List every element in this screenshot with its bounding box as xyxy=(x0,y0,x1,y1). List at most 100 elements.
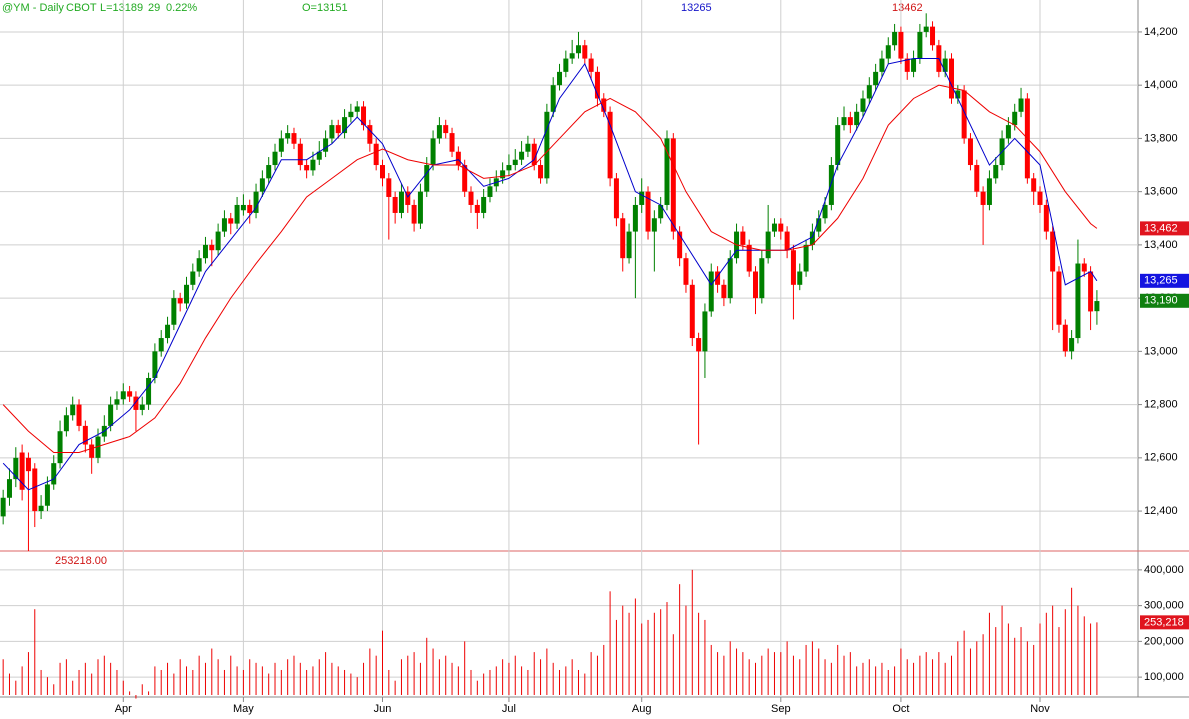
x-tick-label: Jul xyxy=(502,703,516,715)
candle-body xyxy=(1081,263,1087,272)
candle-body xyxy=(860,98,866,112)
candle-body xyxy=(683,258,689,285)
candle-body xyxy=(190,271,196,285)
candle-body xyxy=(202,244,208,259)
candle-body xyxy=(930,26,936,46)
candle-body xyxy=(809,231,815,245)
candle-body xyxy=(696,338,702,352)
candle-body xyxy=(89,444,95,458)
candle-body xyxy=(228,218,234,224)
x-tick-label: Jun xyxy=(374,703,392,715)
candle-body xyxy=(127,391,133,397)
candle-body xyxy=(563,58,569,72)
candle-body xyxy=(165,324,171,339)
candle-body xyxy=(986,178,992,205)
y-tick-label: 13,600 xyxy=(1144,186,1178,198)
candle-body xyxy=(790,250,796,285)
header: @YM - Daily CBOT L=13189 29 0.22% O=1315… xyxy=(2,2,923,14)
candle-body xyxy=(771,223,777,232)
candle-body xyxy=(873,71,879,86)
candle-body xyxy=(588,58,594,72)
candle-body xyxy=(892,31,898,46)
price-marker-label: 13,190 xyxy=(1144,295,1178,307)
candle-body xyxy=(70,404,76,416)
candle-body xyxy=(449,133,455,152)
candle-body xyxy=(354,106,360,112)
y-tick-label: 13,800 xyxy=(1144,132,1178,144)
candle-body xyxy=(803,244,809,272)
symbol: @YM - Daily xyxy=(2,2,64,14)
candle-body xyxy=(620,218,626,259)
candle-body xyxy=(430,138,436,166)
candle-body xyxy=(879,58,885,72)
candle-body xyxy=(398,191,404,213)
candle-body xyxy=(1062,324,1068,352)
candle-body xyxy=(468,191,474,205)
y-tick-label: 14,000 xyxy=(1144,79,1178,91)
candle-body xyxy=(291,133,297,144)
candle-body xyxy=(1005,125,1011,139)
candle-body xyxy=(184,284,190,304)
candle-body xyxy=(753,271,759,299)
candle-body xyxy=(835,125,841,166)
candle-body xyxy=(557,71,563,86)
candle-body xyxy=(1075,263,1081,339)
y-tick-label: 12,600 xyxy=(1144,452,1178,464)
candle-body xyxy=(57,431,63,464)
price-marker xyxy=(1140,293,1189,308)
candle-body xyxy=(721,284,727,299)
candle-body xyxy=(961,90,967,139)
candle-body xyxy=(392,196,398,213)
candle-body xyxy=(108,404,114,426)
candle-body xyxy=(348,111,354,118)
ma-fast-value: 13265 xyxy=(681,2,712,14)
candle-body xyxy=(120,391,126,400)
candle-body xyxy=(993,165,999,179)
candle-body xyxy=(424,165,430,192)
candle-body xyxy=(531,143,537,166)
candle-body xyxy=(847,117,853,126)
candle-body xyxy=(51,463,57,485)
candle-body xyxy=(538,165,544,179)
candle-body xyxy=(778,223,784,232)
candle-body xyxy=(443,125,449,134)
candle-body xyxy=(1031,178,1037,192)
candle-body xyxy=(6,479,12,498)
candle-body xyxy=(133,396,139,410)
candle-body xyxy=(765,231,771,259)
candle-body xyxy=(550,85,556,112)
candle-body xyxy=(487,186,493,197)
candle-body xyxy=(304,165,310,171)
price-marker xyxy=(1140,273,1189,288)
candle-body xyxy=(367,125,373,144)
candle-body xyxy=(911,58,917,72)
candle-body xyxy=(967,138,973,166)
candle-body xyxy=(1094,301,1100,312)
y-tick-label: 13,000 xyxy=(1144,345,1178,357)
change: 29 xyxy=(148,2,160,14)
candle-body xyxy=(95,436,101,458)
candle-body xyxy=(417,191,423,224)
candle-body xyxy=(146,377,152,405)
candle-body xyxy=(152,351,158,378)
x-tick-label: Nov xyxy=(1030,703,1050,715)
candle-body xyxy=(266,165,272,179)
candle-body xyxy=(462,165,468,192)
candle-body xyxy=(816,218,822,232)
candle-body xyxy=(114,399,120,405)
candle-body xyxy=(0,497,6,517)
candle-body xyxy=(196,258,202,272)
candle-body xyxy=(948,58,954,99)
candle-body xyxy=(980,191,986,205)
x-tick-label: May xyxy=(233,703,254,715)
candle-body xyxy=(481,196,487,213)
candle-body xyxy=(253,191,259,213)
candle-body xyxy=(715,271,721,285)
volume-marker xyxy=(1140,615,1189,630)
candle-body xyxy=(474,204,480,213)
candle-body xyxy=(1088,271,1094,312)
open-price: O=13151 xyxy=(302,2,348,14)
candle-body xyxy=(259,178,265,192)
x-tick-label: Oct xyxy=(892,703,909,715)
candle-body xyxy=(1069,338,1075,352)
